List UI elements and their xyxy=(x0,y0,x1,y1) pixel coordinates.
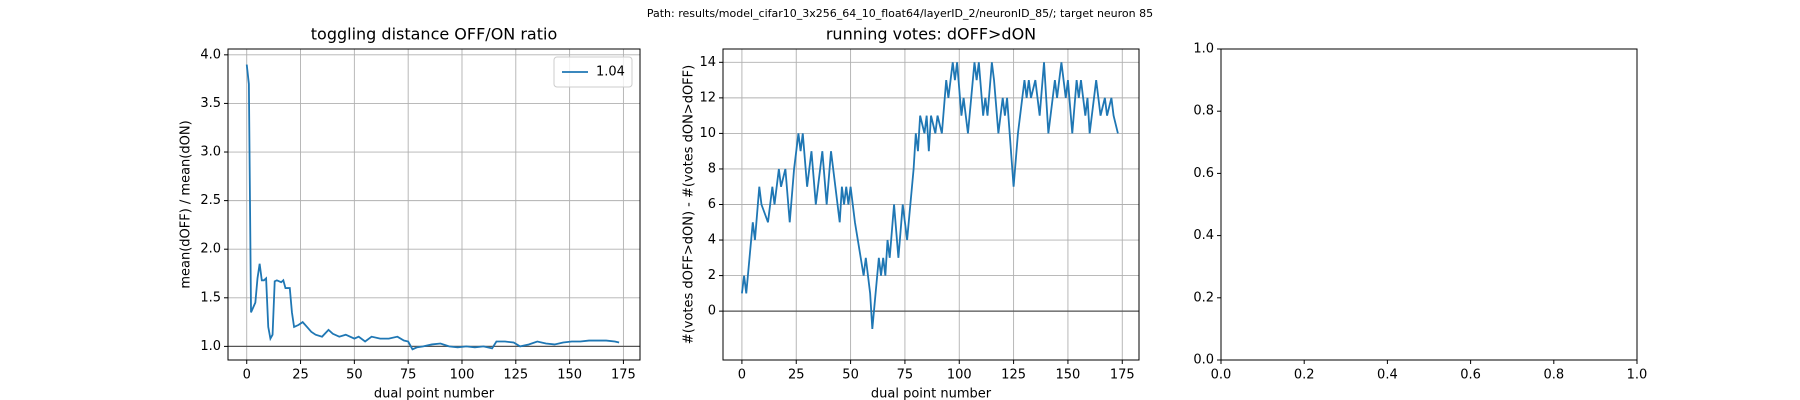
subplot: 0 25 50 75 100 125 150 175 0 2 4 6 8 10 12 14 running vo… xyxy=(682,25,1140,400)
x-tick-label: 175 xyxy=(611,368,636,383)
y-tick-label: 1.5 xyxy=(200,290,221,305)
axes-frame xyxy=(1220,48,1638,361)
y-tick-label: 0.4 xyxy=(1193,228,1214,243)
x-tick-label: 0 xyxy=(738,368,746,383)
y-tick-label: 1.0 xyxy=(200,339,221,354)
y-tick-label: 4 xyxy=(708,233,716,248)
subplot: 0.0 0.2 0.4 0.6 0.8 1.0 0.0 0.2 0.4 0.6 0.8 1.0 xyxy=(1193,42,1647,383)
y-axis-label: mean(dOFF) / mean(dON) xyxy=(179,120,194,288)
y-tick-label: 0.6 xyxy=(1193,166,1214,181)
y-tick-label: 2.5 xyxy=(200,193,221,208)
x-tick-label: 75 xyxy=(400,368,417,383)
y-tick-label: 12 xyxy=(699,90,716,105)
subplot-title: toggling distance OFF/ON ratio xyxy=(311,25,557,44)
axes-frame xyxy=(227,48,641,361)
x-tick-label: 125 xyxy=(1001,368,1026,383)
x-tick-label: 0 xyxy=(243,368,251,383)
y-tick-label: 2 xyxy=(708,268,716,283)
x-tick-label: 175 xyxy=(1110,368,1135,383)
y-tick-label: 8 xyxy=(708,161,716,176)
figure-title: Path: results/model_cifar10_3x256_64_10_… xyxy=(647,7,1153,20)
x-tick-label: 25 xyxy=(292,368,309,383)
y-tick-label: 2.0 xyxy=(200,242,221,257)
x-tick-label: 100 xyxy=(947,368,972,383)
x-tick-label: 150 xyxy=(1056,368,1081,383)
x-tick-label: 0.6 xyxy=(1460,368,1481,383)
legend-label: 1.04 xyxy=(596,65,625,80)
data-line xyxy=(741,62,1119,329)
y-axis-label: #(votes dOFF>dON) - #(votes dON>dOFF) xyxy=(682,65,697,344)
x-tick-label: 1.0 xyxy=(1627,368,1648,383)
x-axis-label: dual point number xyxy=(374,387,495,400)
y-tick-label: 0.8 xyxy=(1193,104,1214,119)
x-axis-label: dual point number xyxy=(871,387,992,400)
subplot-title: running votes: dOFF>dON xyxy=(826,25,1036,44)
y-tick-label: 0.2 xyxy=(1193,290,1214,305)
x-tick-label: 0.8 xyxy=(1543,368,1564,383)
x-tick-label: 25 xyxy=(788,368,805,383)
subplot: 0 25 50 75 100 125 150 175 1.0 1.5 2.0 2.5 3.0 3.5 4.0… xyxy=(179,25,641,400)
x-tick-label: 0.4 xyxy=(1377,368,1398,383)
y-tick-label: 0.0 xyxy=(1193,353,1214,368)
y-tick-label: 14 xyxy=(699,55,716,70)
x-tick-label: 0.2 xyxy=(1294,368,1315,383)
x-tick-label: 0.0 xyxy=(1211,368,1232,383)
x-tick-label: 50 xyxy=(346,368,363,383)
x-tick-label: 75 xyxy=(897,368,914,383)
axes-frame xyxy=(722,48,1140,361)
x-tick-label: 125 xyxy=(503,368,528,383)
y-tick-label: 0 xyxy=(708,304,716,319)
x-tick-label: 150 xyxy=(557,368,582,383)
y-tick-label: 3.5 xyxy=(200,96,221,111)
y-tick-label: 3.0 xyxy=(200,145,221,160)
y-tick-label: 4.0 xyxy=(200,47,221,62)
x-tick-label: 100 xyxy=(450,368,475,383)
data-line xyxy=(245,64,620,351)
legend-box xyxy=(553,56,633,88)
x-tick-label: 50 xyxy=(842,368,859,383)
y-tick-label: 1.0 xyxy=(1193,42,1214,57)
y-tick-label: 10 xyxy=(699,126,716,141)
y-tick-label: 6 xyxy=(708,197,716,212)
